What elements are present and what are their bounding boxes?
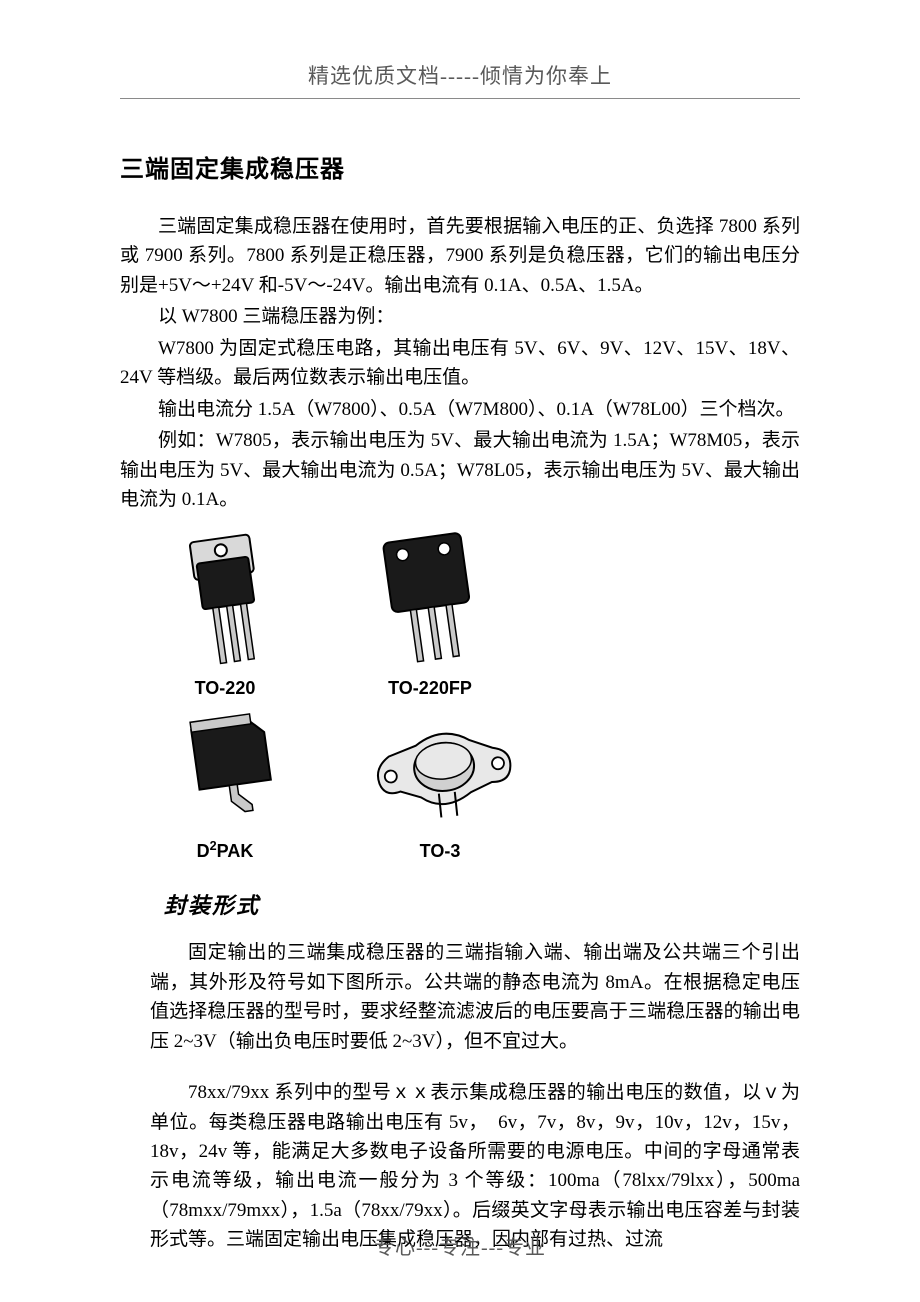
page-footer: 专心---专注---专业 xyxy=(0,1231,920,1260)
spacer xyxy=(120,1058,800,1078)
page-body: 精选优质文档-----倾情为你奉上 三端固定集成稳压器 三端固定集成稳压器在使用… xyxy=(0,0,920,1255)
to3-icon xyxy=(350,713,530,833)
document-title: 三端固定集成稳压器 xyxy=(120,149,800,184)
package-label-d2pak: D2PAK xyxy=(197,839,254,862)
package-d2pak: D2PAK xyxy=(160,711,290,862)
figure-caption: 封装形式 xyxy=(164,888,800,920)
paragraph-5: 例如：W7805，表示输出电压为 5V、最大输出电流为 1.5A；W78M05，… xyxy=(120,426,800,514)
package-figure: TO-220 TO-220FP xyxy=(160,530,800,920)
paragraph-2: 以 W7800 三端稳压器为例： xyxy=(120,302,800,331)
paragraph-1: 三端固定集成稳压器在使用时，首先要根据输入电压的正、负选择 7800 系列或 7… xyxy=(120,212,800,300)
package-label-to220fp: TO-220FP xyxy=(388,678,472,699)
package-label-to220: TO-220 xyxy=(195,678,256,699)
package-to220: TO-220 xyxy=(160,530,290,699)
to220-icon xyxy=(160,530,290,670)
page-header: 精选优质文档-----倾情为你奉上 xyxy=(120,60,800,99)
paragraph-4: 输出电流分 1.5A（W7800）、0.5A（W7M800）、0.1A（W78L… xyxy=(120,395,800,424)
paragraph-7: 78xx/79xx 系列中的型号ｘｘ表示集成稳压器的输出电压的数值，以ｖ为单位。… xyxy=(150,1078,800,1255)
package-label-to3: TO-3 xyxy=(420,841,461,862)
paragraph-3: W7800 为固定式稳压电路，其输出电压有 5V、6V、9V、12V、15V、1… xyxy=(120,334,800,393)
to220fp-icon xyxy=(350,530,510,670)
intro-block: 三端固定集成稳压器在使用时，首先要根据输入电压的正、负选择 7800 系列或 7… xyxy=(120,212,800,514)
package-to3: TO-3 xyxy=(350,713,530,862)
paragraph-6: 固定输出的三端集成稳压器的三端指输入端、输出端及公共端三个引出端，其外形及符号如… xyxy=(150,938,800,1056)
package-to220fp: TO-220FP xyxy=(350,530,510,699)
d2pak-icon xyxy=(160,711,290,831)
package-row-1: TO-220 TO-220FP xyxy=(160,530,800,699)
package-row-2: D2PAK TO-3 xyxy=(160,711,800,862)
